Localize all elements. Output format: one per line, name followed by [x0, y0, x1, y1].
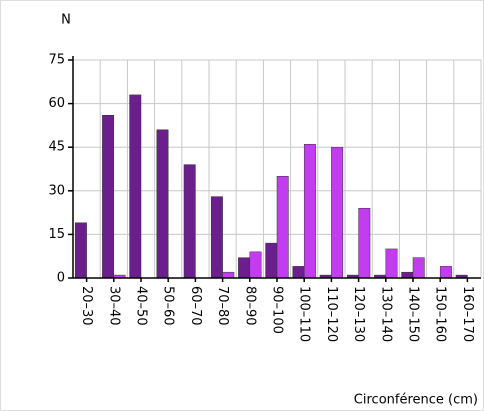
bar: [156, 129, 169, 279]
bar: [249, 251, 262, 279]
x-tick-label: 120–130: [351, 286, 366, 342]
y-axis-title: N: [61, 13, 71, 28]
x-tick-label: 90–100: [270, 286, 285, 334]
x-tick-label: 150–160: [433, 286, 448, 342]
bar: [292, 266, 305, 279]
bar: [183, 164, 196, 279]
x-tick-label: 160–170: [460, 286, 475, 342]
bar: [210, 196, 223, 279]
bar: [222, 271, 235, 279]
bar: [129, 94, 142, 279]
x-tick-label: 30–40: [106, 286, 121, 326]
bar: [401, 271, 414, 279]
y-tick-label: 0: [57, 271, 65, 286]
bar: [412, 257, 425, 279]
bar: [74, 222, 87, 279]
bar: [331, 146, 344, 279]
bar: [303, 144, 316, 279]
x-tick-label: 110–120: [324, 286, 339, 342]
y-tick-label: 60: [48, 96, 65, 111]
bar: [385, 248, 398, 279]
x-tick-label: 40–50: [134, 286, 149, 326]
y-tick-label: 75: [48, 53, 65, 68]
x-tick-label: 70–80: [215, 286, 230, 326]
y-tick-label: 15: [48, 227, 65, 242]
x-tick-label: 20–30: [79, 286, 94, 326]
bar: [358, 207, 371, 279]
bar: [102, 114, 115, 279]
bar: [276, 176, 289, 279]
bar: [265, 242, 278, 279]
x-tick-label: 60–70: [188, 286, 203, 326]
x-tick-label: 140–150: [406, 286, 421, 342]
y-tick-label: 45: [48, 140, 65, 155]
x-axis-title: Circonférence (cm): [354, 393, 478, 408]
x-tick-label: 80–90: [242, 286, 257, 326]
x-tick-label: 130–140: [378, 286, 393, 342]
bar: [238, 257, 251, 279]
x-tick-label: 100–110: [297, 286, 312, 342]
x-tick-label: 50–60: [161, 286, 176, 326]
bar: [439, 266, 452, 279]
y-tick-label: 30: [48, 183, 65, 198]
